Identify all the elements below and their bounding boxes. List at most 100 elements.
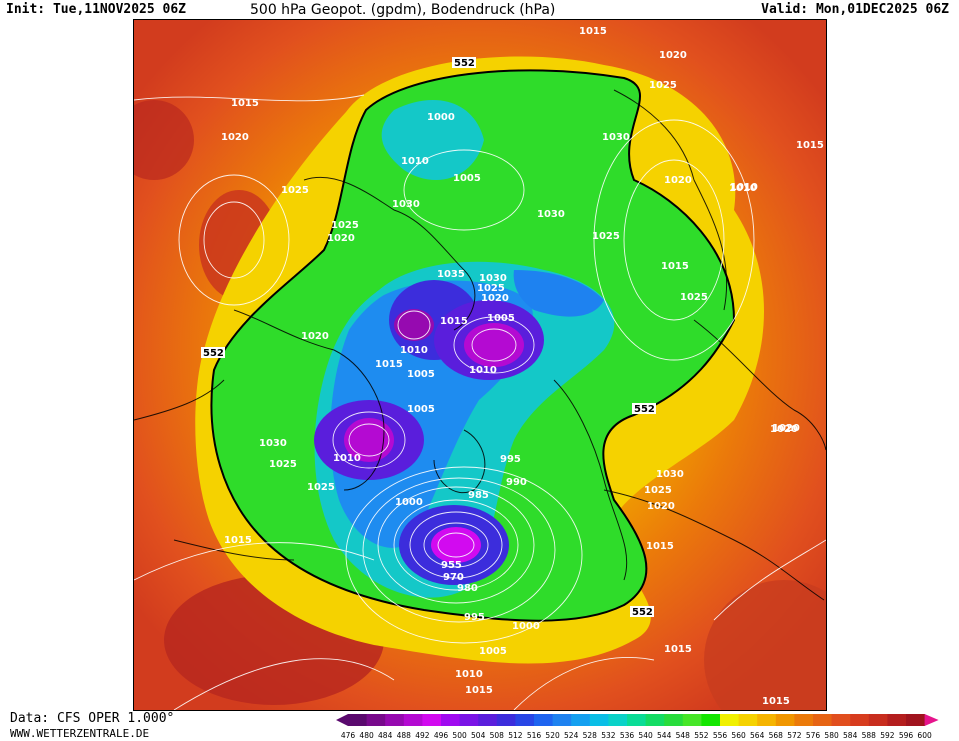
isobars bbox=[134, 94, 826, 710]
pressure-label: 1020 bbox=[221, 132, 249, 143]
pressure-label: 1015 bbox=[224, 535, 252, 546]
pressure-label: 990 bbox=[506, 477, 527, 488]
pressure-label: 1010 bbox=[333, 453, 361, 464]
colorbar-tick-label: 504 bbox=[471, 731, 486, 740]
colorbar-tick-label: 568 bbox=[769, 731, 784, 740]
colorbar-tick-label: 496 bbox=[434, 731, 449, 740]
warm-core-northwest bbox=[134, 100, 194, 180]
colorbar-cell bbox=[738, 714, 758, 726]
colorbar-tick-label: 552 bbox=[694, 731, 709, 740]
colorbar-tick-label: 516 bbox=[527, 731, 542, 740]
colorbar-tick-label: 576 bbox=[806, 731, 821, 740]
colorbar-tick-label: 480 bbox=[359, 731, 374, 740]
colorbar-tick-label: 492 bbox=[415, 731, 430, 740]
colorbar-tick-label: 580 bbox=[824, 731, 839, 740]
colorbar-tick-label: 488 bbox=[397, 731, 412, 740]
pressure-label: 995 bbox=[500, 454, 521, 465]
blue-north-east bbox=[513, 270, 604, 317]
pressure-label: 1005 bbox=[407, 369, 435, 380]
pressure-label: 1005 bbox=[407, 404, 435, 415]
colorbar-tick-label: 532 bbox=[601, 731, 616, 740]
colorbar-tick-label: 592 bbox=[880, 731, 895, 740]
colorbar-cell bbox=[775, 714, 795, 726]
colorbar-cell bbox=[720, 714, 740, 726]
colorbar-tick-label: 540 bbox=[638, 731, 653, 740]
colorbar-cell bbox=[589, 714, 609, 726]
pressure-label: 1025 bbox=[592, 231, 620, 242]
pressure-label: 1005 bbox=[453, 173, 481, 184]
colorbar-cell bbox=[496, 714, 516, 726]
pressure-label: 1015 bbox=[796, 140, 824, 151]
colorbar-cell bbox=[552, 714, 572, 726]
label-552: 552 bbox=[634, 404, 655, 415]
colorbar-cell bbox=[868, 714, 888, 726]
pressure-label: 1010 bbox=[469, 365, 497, 376]
colorbar-tick-label: 548 bbox=[676, 731, 691, 740]
map-title: 500 hPa Geopot. (gpdm), Bodendruck (hPa) bbox=[250, 2, 556, 18]
colorbar-arrow-right bbox=[924, 714, 939, 726]
colorbar-cell bbox=[682, 714, 702, 726]
colorbar-cell bbox=[645, 714, 665, 726]
colorbar-tick-label: 536 bbox=[620, 731, 635, 740]
colorbar-cell bbox=[422, 714, 442, 726]
colorbar-cell bbox=[459, 714, 479, 726]
colorbar-cell bbox=[534, 714, 554, 726]
pressure-label: 1015 bbox=[465, 685, 493, 696]
pressure-label: 1000 bbox=[427, 112, 455, 123]
colorbar-tick-label: 564 bbox=[750, 731, 765, 740]
low-core-north bbox=[464, 323, 524, 367]
pressure-label: 1030 bbox=[656, 469, 684, 480]
colorbar-cell bbox=[441, 714, 461, 726]
pressure-label: 1030 bbox=[602, 132, 630, 143]
map-canvas: 552 552 552 552 1015 1020 1015 1020 1025… bbox=[134, 20, 826, 710]
pressure-label: 1015 bbox=[661, 261, 689, 272]
pressure-label: 1025 bbox=[680, 292, 708, 303]
colorbar-cell bbox=[478, 714, 498, 726]
colorbar-cell bbox=[850, 714, 870, 726]
colorbar-cell bbox=[348, 714, 368, 726]
colorbar-tick-label: 584 bbox=[843, 731, 858, 740]
pressure-label: 1025 bbox=[477, 283, 505, 294]
colorbar-ticks: 476 480 484 488 492 496 500 504 508 512 516 520 524 5… bbox=[341, 731, 932, 740]
colorbar-cell bbox=[794, 714, 814, 726]
pressure-label: 1025 bbox=[307, 482, 335, 493]
pressure-label: 1015 bbox=[664, 644, 692, 655]
pressure-label: 980 bbox=[457, 583, 478, 594]
coastlines bbox=[134, 89, 826, 601]
colorbar-tick-label: 556 bbox=[713, 731, 728, 740]
colorbar: 476 480 484 488 492 496 500 504 508 512 516 520 524 5… bbox=[336, 714, 939, 740]
colorbar-tick-label: 588 bbox=[862, 731, 877, 740]
pressure-label: 955 bbox=[441, 560, 462, 571]
pressure-label: 1020 bbox=[659, 50, 687, 61]
colorbar-cell bbox=[887, 714, 907, 726]
colorbar-tick-label: 600 bbox=[917, 731, 932, 740]
colorbar-arrow-left bbox=[336, 714, 348, 726]
pressure-label: 985 bbox=[468, 490, 489, 501]
colorbar-cell bbox=[906, 714, 926, 726]
pressure-label: 1015 bbox=[579, 26, 607, 37]
pressure-label: 1015 bbox=[440, 316, 468, 327]
colorbar-tick-label: 544 bbox=[657, 731, 672, 740]
colorbar-cell bbox=[571, 714, 591, 726]
pressure-label: 1035 bbox=[437, 269, 465, 280]
pressure-label: 1025 bbox=[644, 485, 672, 496]
label-552: 552 bbox=[632, 607, 653, 618]
low-core-arctic bbox=[394, 309, 434, 341]
colorbar-cell bbox=[608, 714, 628, 726]
colorbar-tick-label: 476 bbox=[341, 731, 356, 740]
forecast-map[interactable]: 552 552 552 552 1015 1020 1015 1020 1025… bbox=[133, 19, 827, 711]
pressure-label: 1005 bbox=[479, 646, 507, 657]
pressure-label: 1015 bbox=[231, 98, 259, 109]
pressure-label: 1010 bbox=[455, 669, 483, 680]
pressure-label: 1020 bbox=[664, 175, 692, 186]
colorbar-cell bbox=[813, 714, 833, 726]
pressure-label: 1000 bbox=[512, 621, 540, 632]
pressure-label: 1020 bbox=[772, 423, 800, 434]
pressure-label: 1020 bbox=[301, 331, 329, 342]
contour-552-labels: 552 552 552 552 bbox=[201, 57, 656, 618]
colorbar-cell bbox=[385, 714, 405, 726]
colorbar-cell bbox=[664, 714, 684, 726]
colorbar-cell bbox=[757, 714, 777, 726]
pressure-label: 1020 bbox=[647, 501, 675, 512]
colorbar-cell bbox=[403, 714, 423, 726]
